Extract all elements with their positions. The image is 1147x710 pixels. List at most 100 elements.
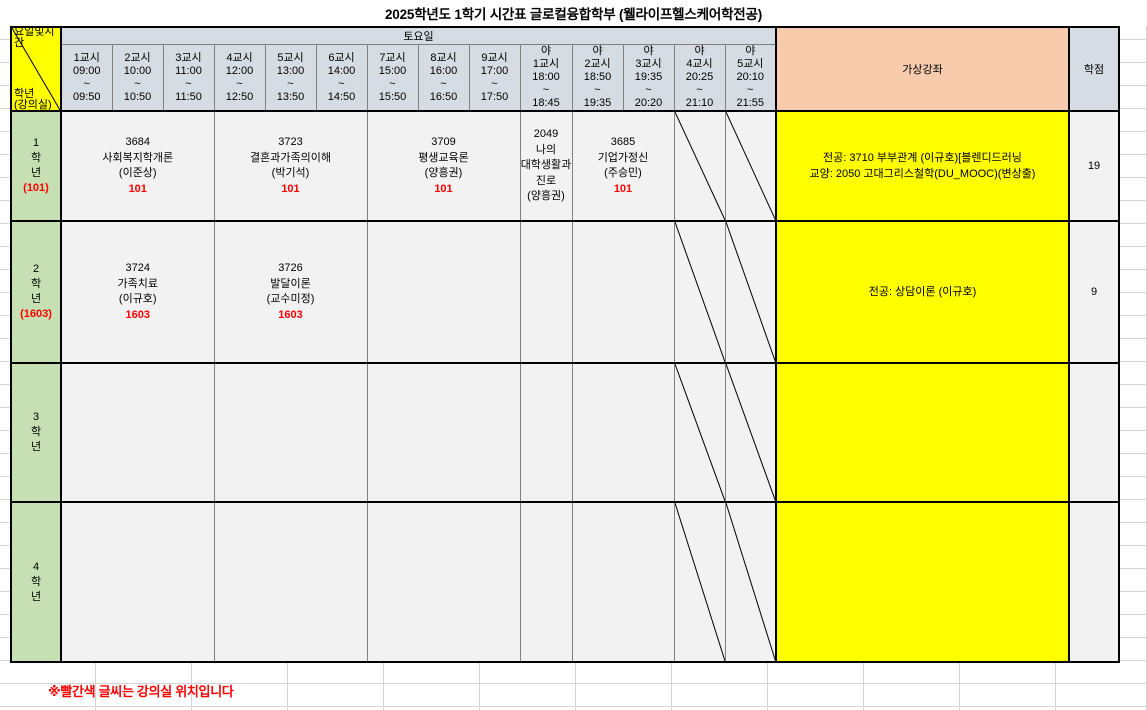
corner-top-label: 요일및시 간 (14, 27, 55, 49)
empty-slot[interactable] (571, 362, 675, 503)
day-header-row: 요일및시 간 학년 (강의실) 토요일 가상강좌 학점 (10, 26, 1120, 112)
course-professor: (양흥권) (424, 167, 463, 179)
course-professor: (박기석) (271, 167, 310, 179)
empty-slot[interactable] (366, 220, 521, 364)
blocked-cell (724, 220, 777, 364)
empty-slot[interactable] (366, 501, 521, 663)
course-code: 3723 (278, 136, 303, 148)
blocked-cell (724, 501, 777, 663)
day-header-saturday: 토요일 (60, 26, 777, 45)
blocked-cell (673, 220, 726, 364)
period-header-10: 야 1교시 18:00 ~18:45 (519, 44, 573, 112)
credit-cell (1068, 501, 1120, 663)
grade-cell-1: 1 학 년 (101) (10, 110, 62, 222)
course-room: 101 (434, 182, 453, 195)
course-code: 3726 (278, 262, 303, 274)
grade-cell-2: 2 학 년 (1603) (10, 220, 62, 364)
virtual-course-cell[interactable] (775, 501, 1070, 663)
course-room: 101 (281, 182, 300, 195)
diagonal-strike-icon (726, 503, 776, 661)
diagonal-strike-icon (675, 364, 725, 501)
course-code: 3685 (610, 136, 636, 148)
empty-slot[interactable] (213, 362, 368, 503)
course-professor: (이준상) (118, 167, 157, 179)
credit-cell: 19 (1068, 110, 1120, 222)
course-cell[interactable]: 3726 발달이론 (교수미정) 1603 (213, 220, 368, 364)
diagonal-strike-icon (675, 503, 725, 661)
empty-slot[interactable] (519, 362, 573, 503)
empty-slot[interactable] (60, 501, 215, 663)
virtual-course-line: 전공: 3710 부부관계 (이규호)[블렌디드러닝 (823, 152, 1022, 164)
period-header-11: 야 2교시 18:50 ~19:35 (571, 44, 624, 112)
course-cell[interactable]: 3724 가족치료 (이규호) 1603 (60, 220, 215, 364)
period-header-12: 야 3교시 19:35 ~20:20 (622, 44, 675, 112)
credit-cell: 9 (1068, 220, 1120, 364)
empty-slot[interactable] (571, 501, 675, 663)
blocked-cell (673, 110, 726, 222)
period-header-3: 3교시 11:00 ~11:50 (162, 44, 215, 112)
course-professor: (주승민) (604, 167, 642, 179)
course-professor: (양흥권) (527, 190, 565, 203)
corner-bottom-label: 학년 (강의실) (14, 88, 52, 111)
course-cell[interactable]: 3709 평생교육론 (양흥권) 101 (366, 110, 521, 222)
course-cell[interactable]: 3684 사회복지학개론 (이준상) 101 (60, 110, 215, 222)
title-bar: 2025학년도 1학기 시간표 글로컬융합학부 (웰라이프헬스케어학전공) (0, 0, 1147, 26)
period-header-6: 6교시 14:00 ~14:50 (315, 44, 368, 112)
course-name: 가족치료 (117, 277, 158, 290)
empty-slot[interactable] (60, 362, 215, 503)
credit-cell (1068, 362, 1120, 503)
course-room: 101 (613, 182, 633, 195)
empty-slot[interactable] (366, 362, 521, 503)
empty-slot[interactable] (519, 501, 573, 663)
course-code: 3709 (431, 136, 456, 148)
corner-cell: 요일및시 간 학년 (강의실) (10, 26, 62, 112)
page-title: 2025학년도 1학기 시간표 글로컬융합학부 (웰라이프헬스케어학전공) (384, 7, 763, 22)
course-code: 3724 (125, 262, 150, 274)
virtual-course-cell[interactable] (775, 362, 1070, 503)
timetable-row: 2 학 년 (1603) 3724 가족치료 (이규호) 1603 3726 발달이론 (교수미정)… (10, 220, 1120, 364)
period-header-7: 7교시 15:00 ~15:50 (366, 44, 419, 112)
course-professor: (이규호) (118, 293, 157, 305)
course-room: 1603 (278, 308, 303, 321)
course-name: 발달이론 (270, 277, 311, 290)
grade-room: (101) (23, 182, 49, 194)
course-name-cont: 대학생활과 (520, 159, 572, 172)
virtual-course-cell[interactable]: 전공: 3710 부부관계 (이규호)[블렌디드러닝 교양: 2050 고대그리스… (775, 110, 1070, 222)
course-room: 101 (128, 182, 147, 195)
virtual-course-header: 가상강좌 (775, 26, 1070, 112)
diagonal-strike-icon (726, 112, 776, 220)
period-header-13: 야 4교시 20:25 ~21:10 (673, 44, 726, 112)
course-name: 평생교육론 (418, 151, 469, 164)
period-header-5: 5교시 13:00 ~13:50 (264, 44, 317, 112)
grade-label: 1 학 년 (101) (23, 137, 49, 194)
course-cell[interactable]: 3723 결혼과가족의이해 (박기석) 101 (213, 110, 368, 222)
credit-header: 학점 (1068, 26, 1120, 112)
empty-slot[interactable] (213, 501, 368, 663)
period-header-4: 4교시 12:00 ~12:50 (213, 44, 266, 112)
empty-slot[interactable] (519, 220, 573, 364)
period-header-row: 1교시 09:00 ~09:50 2교시 10:00 ~10:50 3교시 11:00 ~11:… (11, 44, 1119, 112)
course-cell[interactable]: 2049 나의 대학생활과 진로 (양흥권) (519, 110, 573, 222)
corner-diagonal-icon (12, 28, 60, 110)
course-code: 3684 (125, 136, 150, 148)
empty-slot[interactable] (571, 220, 675, 364)
virtual-course-cell[interactable]: 전공: 상담이론 (이규호) (775, 220, 1070, 364)
course-name-cont: 진로 (535, 174, 557, 187)
diagonal-strike-icon (726, 222, 776, 362)
period-header-2: 2교시 10:00 ~10:50 (111, 44, 164, 112)
course-name: 기업가정신 (597, 151, 649, 164)
diagonal-strike-icon (726, 364, 776, 501)
diagonal-strike-icon (675, 222, 725, 362)
blocked-cell (724, 362, 777, 503)
course-name: 나의 (535, 143, 557, 156)
course-cell[interactable]: 3685 기업가정신 (주승민) 101 (571, 110, 675, 222)
blocked-cell (673, 501, 726, 663)
grade-label: 2 학 년 (1603) (20, 263, 52, 320)
course-room: 1603 (125, 308, 150, 321)
period-header-1: 1교시 09:00 ~09:50 (60, 44, 113, 112)
